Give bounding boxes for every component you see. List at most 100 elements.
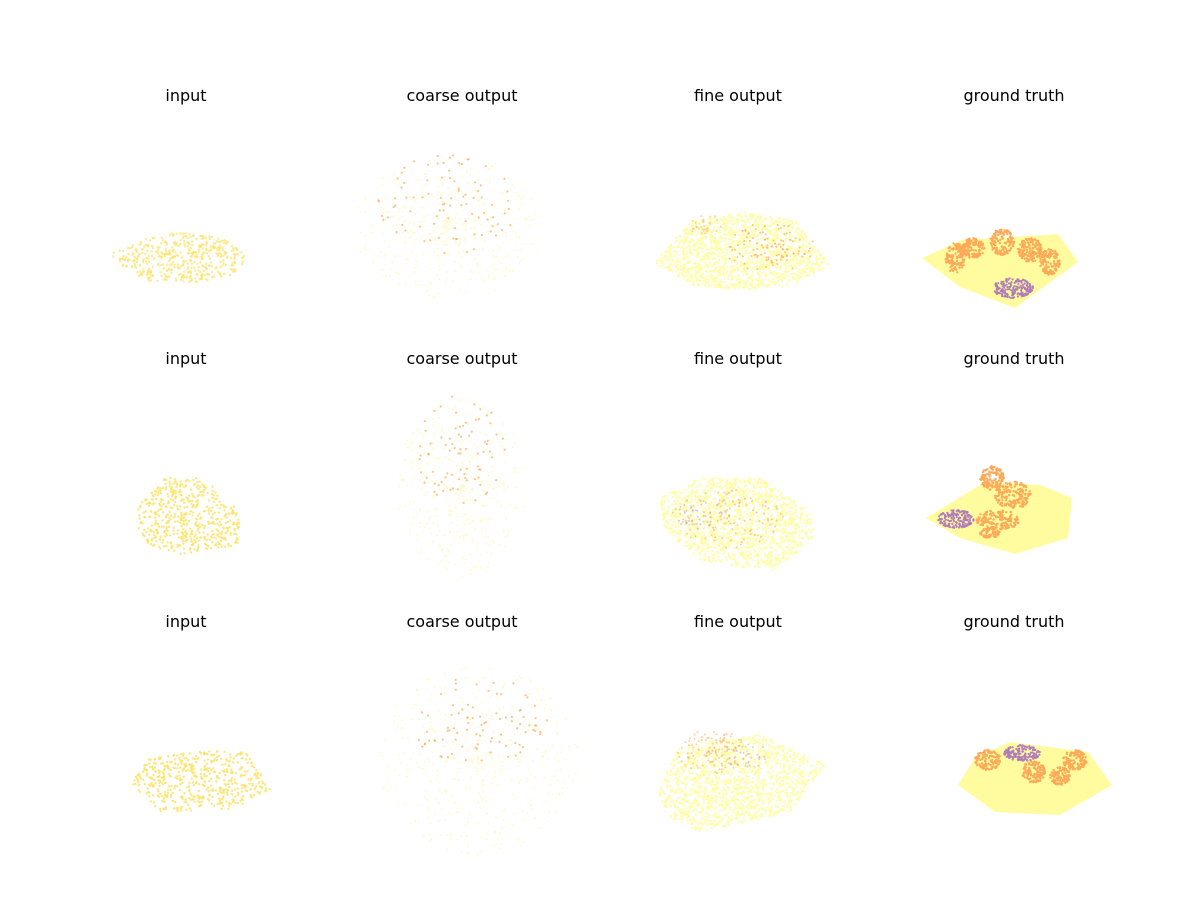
point [773,235,776,238]
point [200,264,204,267]
point [700,250,704,254]
point [783,233,786,236]
point [701,272,704,276]
point [441,559,444,562]
point [731,242,734,245]
point [161,510,165,514]
point [446,220,449,222]
point [944,257,948,261]
point [764,277,767,280]
point [483,203,486,206]
point [420,188,423,191]
point [967,240,970,243]
point [187,496,190,500]
point [750,255,753,257]
point [458,494,461,497]
point [706,275,709,278]
point [417,265,420,268]
point [447,187,450,190]
point [758,278,761,282]
point [230,507,233,510]
point [428,267,431,270]
point [738,486,741,489]
point [211,275,214,279]
point [729,265,732,268]
point [231,512,234,515]
point [478,247,481,250]
point [455,531,458,533]
point [761,228,764,231]
point [767,249,770,252]
point [190,240,194,243]
point [1026,287,1029,291]
point [112,251,116,254]
point [409,210,412,213]
point [785,270,789,274]
point [183,552,186,555]
point [176,543,179,546]
point [144,499,147,502]
point [970,248,973,251]
point [501,482,504,485]
point [710,560,714,564]
point [206,533,209,536]
point [421,206,424,209]
point [164,488,167,491]
point [425,183,427,186]
point [974,240,977,243]
point [710,264,714,268]
panel-title-r2-fine: fine output [694,349,782,368]
panel-title-r2-coarse: coarse output [406,349,518,368]
point [166,520,170,523]
point [664,254,667,258]
point [756,260,759,263]
point [740,238,743,241]
point [757,223,760,226]
point [1008,231,1011,234]
point [203,536,206,539]
point [407,258,410,261]
point [418,458,421,461]
point [179,552,182,556]
point [702,265,706,269]
point [207,255,210,258]
point [140,501,144,504]
point [438,488,441,491]
point [430,283,433,286]
point [503,433,506,436]
point [797,234,801,237]
point [418,432,421,435]
point [398,474,401,476]
point [442,432,445,435]
point [452,460,455,463]
point [715,230,718,232]
point [473,186,476,189]
point [726,258,729,261]
point [457,189,460,192]
point [412,431,415,434]
point [514,506,517,509]
point [500,192,502,195]
point [745,259,749,262]
point [770,550,773,554]
point [802,267,805,270]
point [169,541,173,544]
panel-title-r3-coarse: coarse output [406,612,518,631]
point [697,283,701,286]
point [437,264,440,267]
point [1035,239,1038,243]
point [431,165,434,168]
point [176,505,179,508]
point [697,272,700,275]
point [724,556,728,559]
point [677,260,680,264]
point [161,519,164,522]
point [505,231,508,234]
point [501,192,504,195]
point [781,284,784,287]
point [955,244,959,248]
point [704,253,708,256]
point [404,505,407,508]
point [180,531,184,534]
point [493,268,496,271]
